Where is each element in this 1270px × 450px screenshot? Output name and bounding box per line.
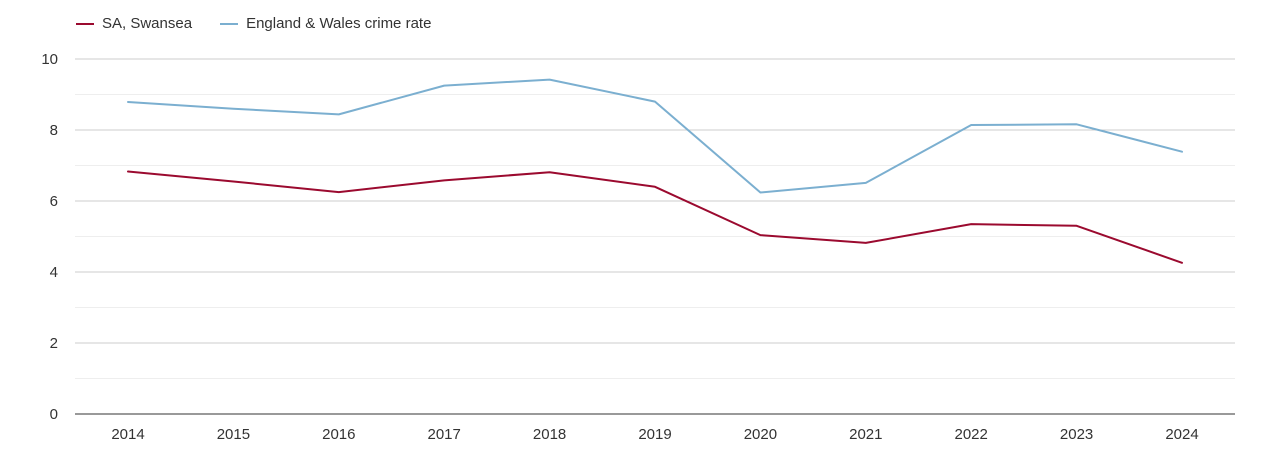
x-tick-label: 2016 xyxy=(322,426,355,443)
legend-item-england-wales[interactable]: England & Wales crime rate xyxy=(220,15,431,32)
y-tick-label: 0 xyxy=(50,406,58,423)
x-tick-label: 2022 xyxy=(955,426,988,443)
x-tick-label: 2019 xyxy=(638,426,671,443)
y-tick-label: 4 xyxy=(50,264,58,281)
x-tick-label: 2014 xyxy=(111,426,144,443)
legend-item-swansea[interactable]: SA, Swansea xyxy=(76,15,192,32)
x-tick-label: 2015 xyxy=(217,426,250,443)
x-tick-label: 2017 xyxy=(428,426,461,443)
grid-layer xyxy=(75,58,1235,379)
x-tick-label: 2018 xyxy=(533,426,566,443)
axis-layer: 0 2 4 6 8 10 2014 2015 2016 2017 2018 2019 2020 2021 2… xyxy=(41,51,1235,443)
y-tick-label: 2 xyxy=(50,335,58,352)
x-tick-label: 2021 xyxy=(849,426,882,443)
legend-label-swansea: SA, Swansea xyxy=(102,15,193,32)
series-line-1[interactable] xyxy=(127,78,1183,194)
y-tick-label: 10 xyxy=(41,51,58,68)
x-tick-label: 2020 xyxy=(744,426,777,443)
series-layer xyxy=(127,78,1183,264)
legend-label-england-wales: England & Wales crime rate xyxy=(246,15,432,32)
y-tick-label: 6 xyxy=(50,193,58,210)
x-tick-label: 2023 xyxy=(1060,426,1093,443)
x-tick-label: 2024 xyxy=(1165,426,1198,443)
legend-swatch-swansea xyxy=(76,22,94,25)
series-line-0[interactable] xyxy=(127,170,1183,264)
legend: SA, Swansea England & Wales crime rate xyxy=(76,15,459,32)
legend-swatch-england-wales xyxy=(220,22,239,25)
y-tick-label: 8 xyxy=(50,122,58,139)
